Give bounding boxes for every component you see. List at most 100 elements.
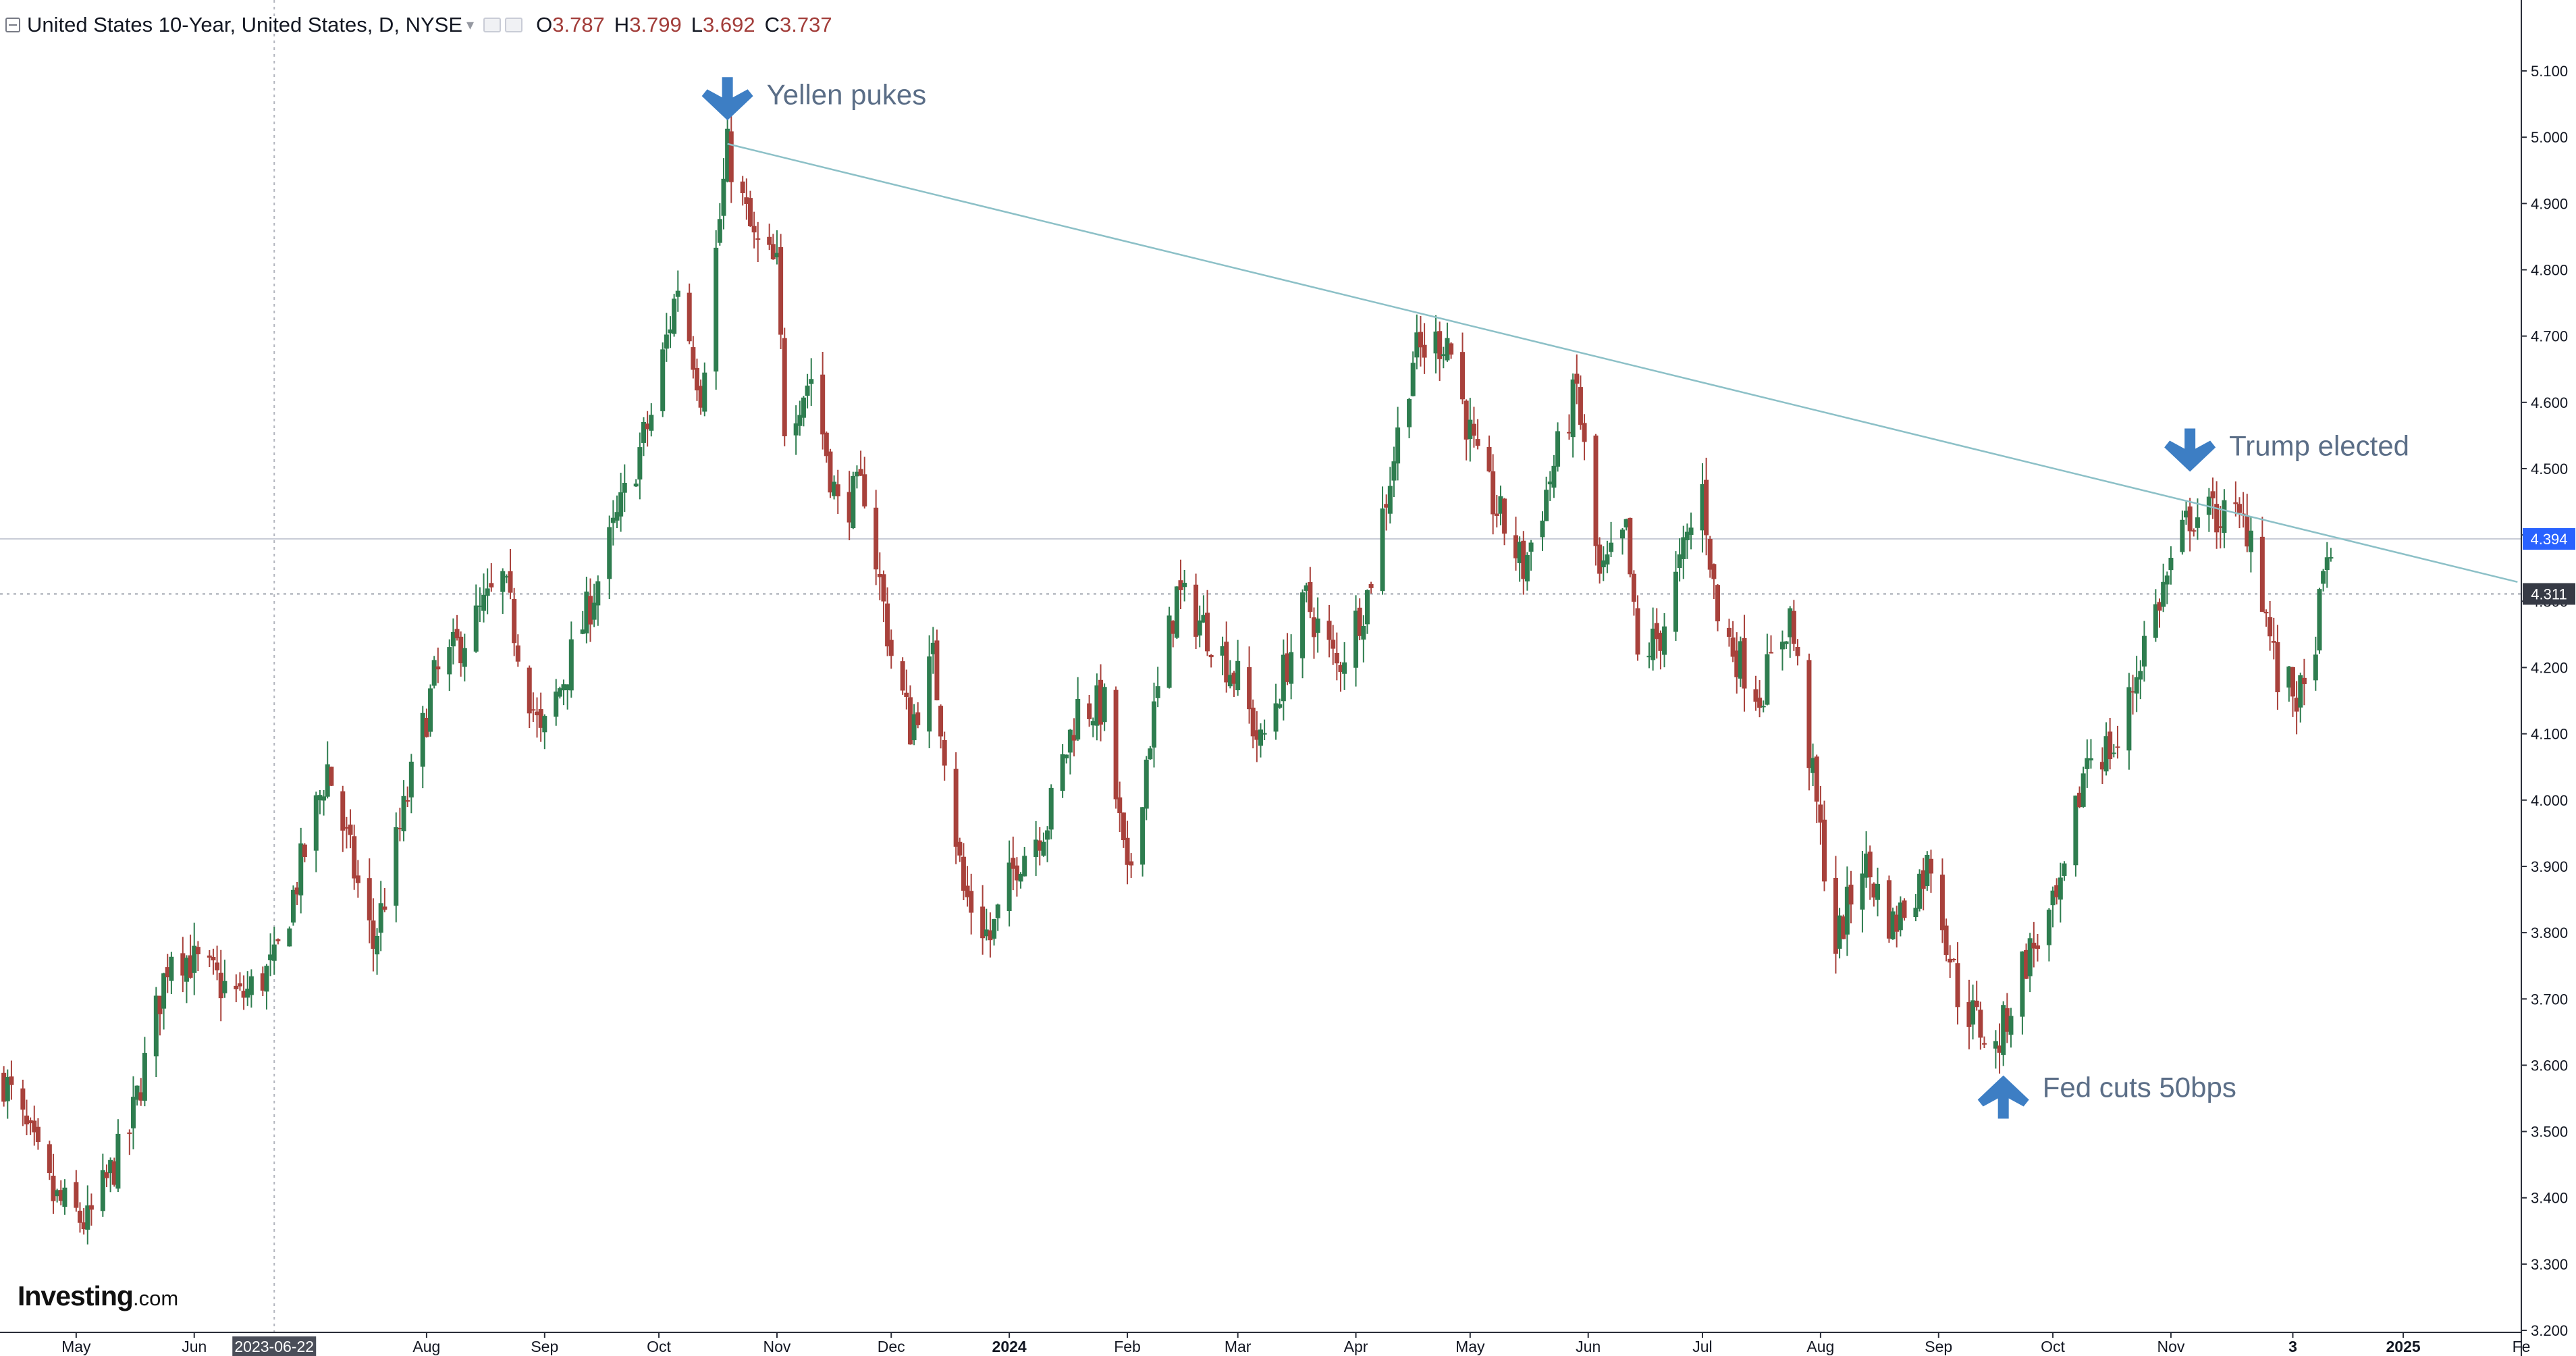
visibility-icon[interactable] [483, 18, 502, 32]
candle-down [1726, 627, 1732, 637]
candle-up [1064, 754, 1069, 758]
candle-up [375, 935, 380, 955]
candle-up [927, 656, 932, 732]
candle-down [1734, 650, 1740, 677]
candle-down [1193, 584, 1199, 637]
candle-down [489, 583, 494, 588]
candle-up [580, 629, 585, 634]
candle-up [428, 688, 433, 732]
candle-up [675, 290, 680, 297]
candle-down [957, 841, 963, 856]
candle-up [169, 956, 174, 981]
candle-down [1704, 479, 1709, 536]
annotation-down[interactable]: Yellen pukes [701, 77, 927, 121]
time-tick-label: Jul [1692, 1338, 1712, 1355]
candle-up [317, 795, 323, 801]
candle-down [1848, 885, 1854, 905]
candle-down [747, 198, 753, 227]
candle-up [1387, 486, 1393, 514]
candle-up [2088, 758, 2093, 761]
candle-up [134, 1085, 140, 1100]
candle-down [74, 1182, 79, 1208]
candle-down [881, 574, 886, 602]
candle-up [500, 571, 506, 592]
candle-down [77, 1210, 82, 1223]
candle-down [1098, 679, 1104, 725]
close-label: C [764, 13, 780, 36]
candle-down [1418, 332, 1423, 348]
annotation-label: Yellen pukes [767, 78, 927, 110]
annotation-label: Trump elected [2229, 430, 2409, 462]
collapse-legend-icon[interactable] [5, 18, 20, 32]
arrow-up-icon [1977, 1075, 2029, 1119]
candle-up [1681, 537, 1686, 559]
candle-up [1342, 662, 1347, 674]
chart-legend: United States 10-Year, United States, D,… [0, 9, 832, 41]
candle-down [1331, 640, 1336, 649]
candle-up [450, 631, 456, 647]
candle-up [1662, 626, 1667, 655]
candle-up [2321, 571, 2326, 584]
candle-up [660, 349, 666, 411]
candle-down [782, 338, 787, 437]
candle-up [1140, 807, 1146, 865]
candle-up [1148, 748, 1153, 760]
candle-up [1761, 706, 1766, 708]
candle-down [862, 474, 867, 506]
price-axis[interactable]: 3.200 3.300 3.400 3.500 3.600 3.700 3.800 3.900… [2521, 63, 2568, 1339]
candle-up [1677, 554, 1682, 568]
candle-up [1684, 531, 1690, 540]
settings-icon[interactable] [505, 18, 523, 32]
candle-down [1757, 698, 1763, 708]
annotation-down[interactable]: Trump elected [2164, 428, 2409, 472]
time-tick-label: May [61, 1338, 91, 1355]
candle-up [851, 475, 856, 529]
candle-up [408, 761, 414, 798]
chevron-down-icon[interactable]: ▾ [466, 16, 475, 33]
arrow-down-icon [701, 77, 753, 121]
time-tick-label: Apr [1344, 1338, 1368, 1355]
candle-up [1262, 733, 1267, 735]
candle-up [100, 1170, 105, 1211]
candle-up [1281, 654, 1286, 702]
time-axis[interactable]: May Jun Aug Sep Oct Nov Dec 2024 Feb Mar Apr May Jun… [61, 1332, 2530, 1356]
candle-up [637, 447, 643, 480]
candle-down [907, 697, 913, 745]
candle-up [1353, 610, 1359, 668]
candle-down [1113, 689, 1119, 800]
candle-up [1273, 703, 1279, 732]
candle-up [1844, 887, 1850, 935]
candle-up [1860, 873, 1865, 910]
annotation-up[interactable]: Fed cuts 50bps [1977, 1071, 2236, 1119]
candle-down [953, 768, 959, 847]
candle-up [2195, 517, 2200, 528]
candle-up [584, 592, 589, 633]
candle-down [9, 1076, 14, 1085]
trendline[interactable] [727, 142, 2518, 583]
candle-down [352, 836, 357, 879]
candle-up [473, 605, 479, 652]
candle-down [1071, 735, 1077, 741]
time-tick-label: Sep [1925, 1338, 1952, 1355]
candle-up [1779, 642, 1785, 650]
candle-up [622, 483, 627, 493]
candle-up [1201, 615, 1206, 623]
candle-down [2004, 1008, 2010, 1032]
candle-up [1433, 331, 1439, 354]
candle-up [1528, 542, 1534, 552]
symbol-title[interactable]: United States 10-Year, United States, D,… [27, 13, 463, 36]
candle-up [1315, 618, 1320, 633]
candle-down [1582, 423, 1587, 442]
open-label: O [536, 13, 553, 36]
candle-down [275, 939, 281, 941]
candle-up [401, 796, 406, 831]
investing-logo[interactable]: Investing.com [18, 1280, 178, 1312]
candle-down [180, 953, 186, 976]
candle-down [1464, 400, 1469, 440]
candle-down [508, 571, 513, 593]
candle-down [1491, 471, 1496, 515]
candle-down [512, 598, 517, 644]
time-tick-label: 3 [2288, 1338, 2297, 1355]
candle-up [1609, 542, 1614, 552]
